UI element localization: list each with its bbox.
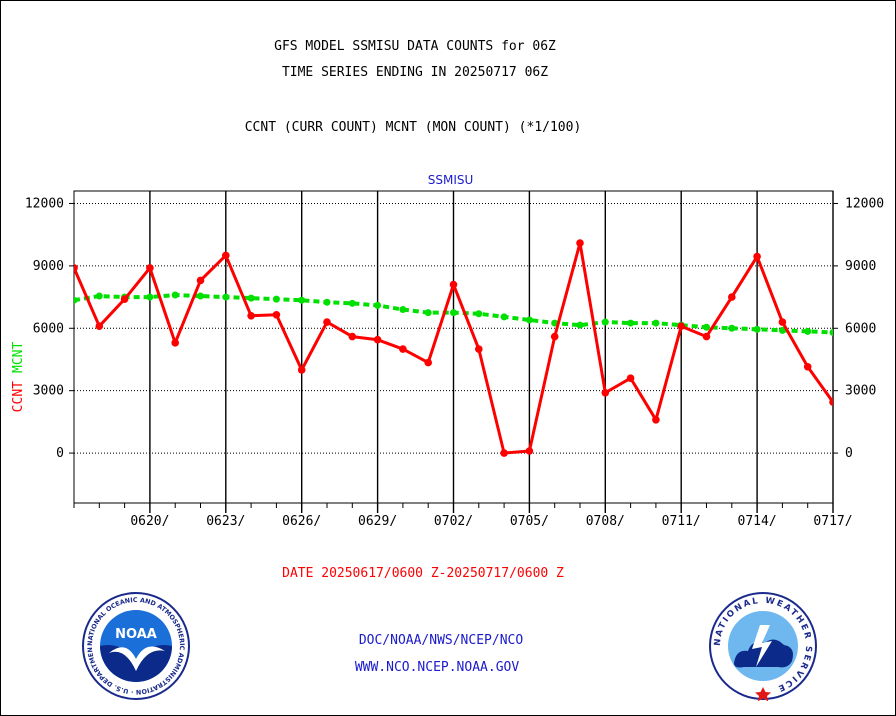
ccnt-data-point [576, 239, 584, 247]
y-tick-label-left: 9000 [33, 259, 64, 274]
time-series-chart: 0 0 3000 3000 6000 6000 9000 9000 12000 12000 0620… [11, 173, 884, 529]
ccnt-data-point [652, 416, 660, 424]
mcnt-data-point [95, 292, 103, 300]
mcnt-data-point [525, 316, 533, 324]
mcnt-data-point [601, 318, 609, 326]
ccnt-data-point [348, 332, 357, 341]
mcnt-data-point [399, 306, 407, 314]
x-tick-label: 0705/ [510, 514, 549, 529]
y-tick-label-left: 3000 [33, 384, 64, 399]
y-tick-label-left: 12000 [25, 196, 64, 211]
ccnt-data-point [424, 358, 433, 367]
ccnt-data-point [778, 318, 787, 326]
y-axis-label: CCNT MCNT [11, 342, 26, 413]
mcnt-data-point [576, 321, 584, 329]
mcnt-data-point [348, 299, 356, 307]
ccnt-data-point [196, 276, 205, 285]
y-tick-label-right: 12000 [845, 196, 884, 211]
chart-title-line2: TIME SERIES ENDING IN 20250717 06Z [281, 65, 549, 80]
ccnt-data-point [449, 280, 458, 289]
ccnt-data-point [829, 398, 833, 406]
x-tick-label: 0714/ [738, 514, 777, 529]
ccnt-data-point [550, 332, 559, 341]
x-tick-label: 0629/ [358, 514, 397, 529]
mcnt-data-point [146, 293, 154, 301]
ccnt-data-point [601, 388, 610, 397]
ccnt-data-point [171, 339, 179, 347]
mcnt-data-point [829, 328, 833, 336]
mcnt-data-point [247, 294, 255, 302]
ccnt-data-point [803, 362, 812, 371]
ccnt-data-point [728, 293, 736, 301]
y-tick-label-right: 9000 [845, 259, 876, 274]
mcnt-data-point [703, 323, 710, 331]
nws-logo: NATIONAL WEATHER SERVICE [709, 592, 817, 701]
ccnt-data-point [500, 449, 508, 457]
mcnt-data-point [450, 309, 457, 317]
mcnt-data-point [171, 291, 179, 299]
mcnt-data-point [272, 295, 280, 303]
y-tick-label-right: 6000 [845, 321, 876, 336]
ccnt-data-point [74, 264, 78, 272]
mcnt-data-point [74, 296, 78, 304]
ccnt-data-point [297, 366, 306, 374]
mcnt-data-point [627, 319, 635, 327]
mcnt-data-point [222, 293, 230, 301]
ccnt-data-point [525, 447, 534, 455]
organization-text: DOC/NOAA/NWS/NCEP/NCO [358, 633, 524, 648]
ccnt-data-point [120, 295, 129, 303]
y-tick-label-left: 0 [56, 446, 64, 461]
ccnt-data-point [475, 345, 483, 353]
mcnt-data-point [475, 310, 483, 318]
ccnt-data-point [272, 310, 281, 319]
ccnt-data-point [753, 252, 761, 261]
ccnt-data-point [373, 335, 382, 344]
x-tick-label: 0708/ [586, 514, 625, 529]
x-tick-label: 0711/ [662, 514, 701, 529]
ccnt-data-point [247, 312, 255, 320]
y-axis-label-ccnt: CCNT [11, 381, 26, 412]
noaa-logo: NATIONAL OCEANIC AND ATMOSPHERIC ADMINIS… [81, 591, 190, 700]
chart-title-line3: CCNT (CURR COUNT) MCNT (MON COUNT) (*1/1… [244, 120, 582, 135]
ccnt-data-point [95, 322, 104, 331]
mcnt-data-point [753, 325, 761, 333]
ccnt-data-point [323, 318, 331, 326]
ccnt-data-point [146, 264, 154, 272]
date-range-label: DATE 20250617/0600 Z-20250717/0600 Z [282, 566, 564, 581]
plot-title: SSMISU [428, 173, 474, 187]
ccnt-data-point [222, 251, 230, 260]
mcnt-data-point [500, 313, 508, 321]
mcnt-data-point [323, 298, 331, 306]
x-tick-label: 0717/ [813, 514, 852, 529]
mcnt-data-point [778, 326, 786, 334]
x-tick-label: 0623/ [206, 514, 245, 529]
website-text: WWW.NCO.NCEP.NOAA.GOV [354, 660, 520, 675]
ccnt-data-point [399, 345, 407, 353]
chart-title-line1: GFS MODEL SSMISU DATA COUNTS for 06Z [274, 39, 556, 54]
noaa-logo-name: NOAA [115, 627, 157, 642]
x-tick-label: 0626/ [282, 514, 321, 529]
mcnt-data-point [197, 292, 204, 300]
mcnt-data-point [804, 327, 812, 335]
x-tick-label: 0702/ [434, 514, 473, 529]
mcnt-data-point [424, 309, 432, 317]
mcnt-data-point [728, 324, 736, 332]
mcnt-data-point [374, 301, 382, 309]
ccnt-data-point [702, 332, 711, 341]
y-tick-label-right: 0 [845, 446, 853, 461]
x-tick-label: 0620/ [130, 514, 169, 529]
ccnt-data-point [677, 322, 685, 331]
mcnt-data-point [298, 296, 306, 304]
y-axis-label-mcnt: MCNT [11, 342, 26, 373]
mcnt-data-point [652, 319, 660, 327]
y-tick-label-right: 3000 [845, 384, 876, 399]
y-tick-label-left: 6000 [33, 321, 64, 336]
ccnt-data-point [626, 374, 635, 383]
